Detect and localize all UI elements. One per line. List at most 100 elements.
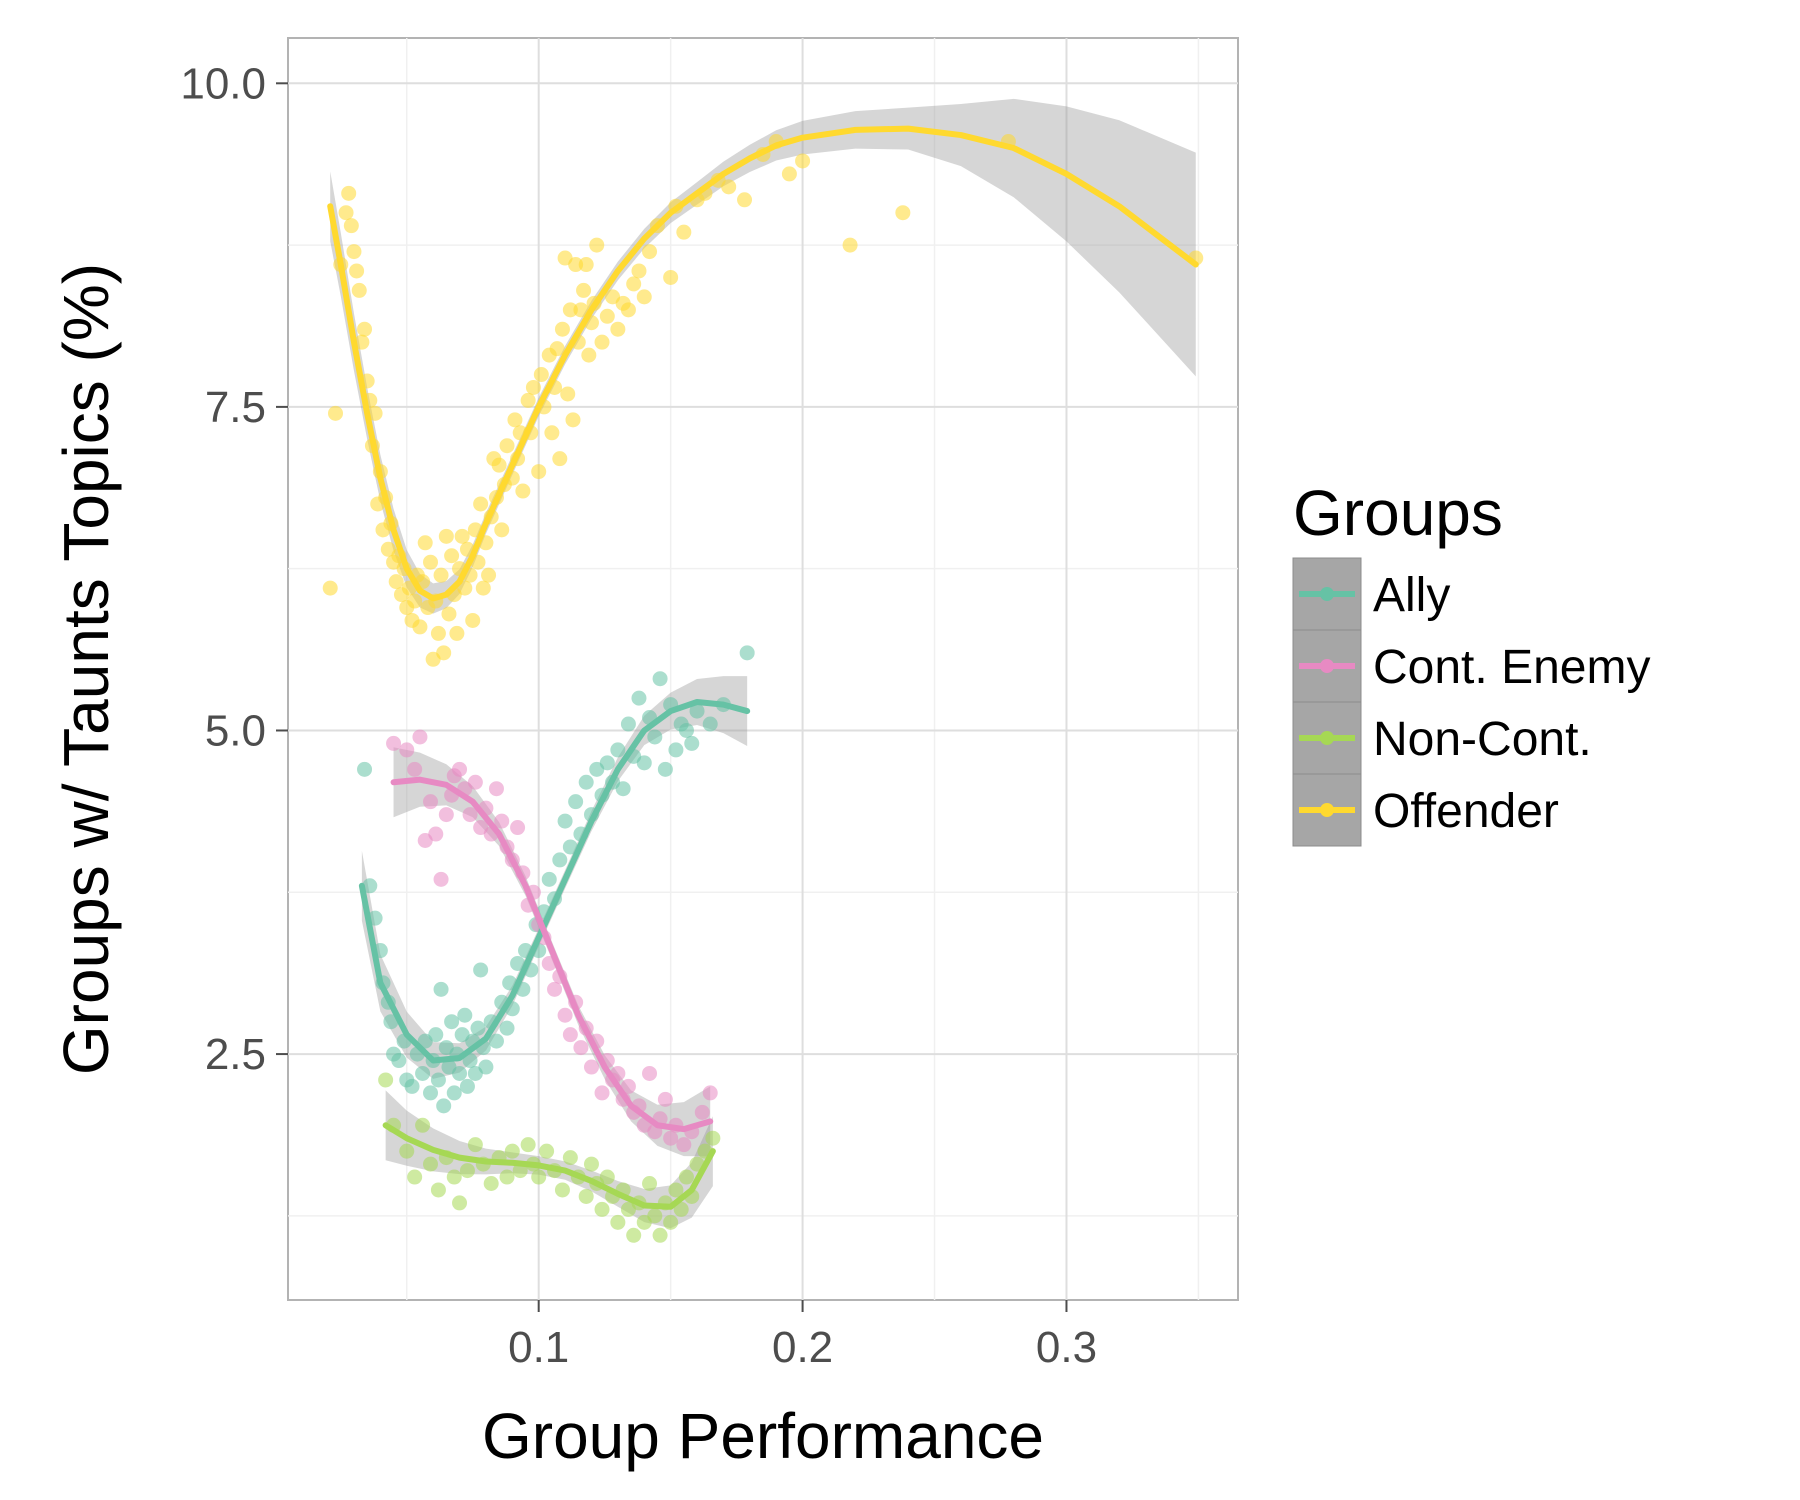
- point-Ally: [557, 813, 573, 829]
- ribbon-Non-Cont.: [385, 1090, 713, 1229]
- point-Offender: [430, 625, 446, 641]
- point-Cont. Enemy: [676, 1137, 692, 1153]
- legend-point-Non-Cont.: [1320, 731, 1334, 745]
- point-Cont. Enemy: [494, 813, 510, 829]
- point-Non-Cont.: [430, 1182, 446, 1198]
- point-Cont. Enemy: [642, 1065, 658, 1081]
- point-Ally: [578, 774, 594, 790]
- point-Non-Cont.: [452, 1195, 468, 1211]
- legend-point-Cont. Enemy: [1320, 659, 1334, 673]
- point-Offender: [721, 179, 737, 195]
- point-Ally: [433, 981, 449, 997]
- point-Ally: [562, 839, 578, 855]
- point-Ally: [391, 1053, 407, 1069]
- point-Offender: [578, 257, 594, 273]
- point-Offender: [349, 263, 365, 279]
- point-Non-Cont.: [520, 1137, 536, 1153]
- point-Cont. Enemy: [412, 729, 428, 745]
- point-Offender: [388, 574, 404, 590]
- point-Ally: [678, 722, 694, 738]
- point-Offender: [599, 308, 615, 324]
- y-tick-label: 10.0: [180, 59, 266, 108]
- point-Offender: [676, 224, 692, 240]
- y-tick-label: 5.0: [205, 706, 266, 755]
- point-Cont. Enemy: [557, 1007, 573, 1023]
- point-Offender: [367, 405, 383, 421]
- point-Offender: [494, 522, 510, 538]
- point-Cont. Enemy: [433, 871, 449, 887]
- point-Offender: [481, 567, 497, 583]
- point-Ally: [631, 690, 647, 706]
- point-Offender: [433, 567, 449, 583]
- x-axis-title: Group Performance: [482, 1400, 1044, 1472]
- y-axis-ticks: 2.5 5.0 7.5 10.0: [180, 59, 288, 1079]
- point-Offender: [842, 237, 858, 253]
- point-Ally: [383, 1014, 399, 1030]
- point-Cont. Enemy: [452, 761, 468, 777]
- point-Ally: [457, 1007, 473, 1023]
- point-Ally: [436, 1098, 452, 1114]
- point-Offender: [626, 276, 642, 292]
- point-Ally: [636, 755, 652, 771]
- point-Offender: [328, 405, 343, 421]
- point-Offender: [438, 528, 454, 544]
- point-Non-Cont.: [642, 1176, 658, 1192]
- point-Non-Cont.: [583, 1156, 599, 1172]
- point-Offender: [341, 185, 357, 201]
- point-Non-Cont.: [705, 1130, 721, 1146]
- point-Non-Cont.: [599, 1169, 615, 1185]
- point-Offender: [473, 496, 489, 512]
- point-Ally: [362, 878, 378, 894]
- point-Non-Cont.: [399, 1143, 415, 1159]
- point-Cont. Enemy: [467, 774, 483, 790]
- point-Non-Cont.: [578, 1188, 594, 1204]
- point-Ally: [657, 761, 673, 777]
- point-Offender: [549, 341, 565, 357]
- point-Offender: [620, 302, 636, 318]
- point-Ally: [478, 1059, 494, 1075]
- point-Offender: [354, 334, 370, 350]
- point-Offender: [322, 580, 338, 596]
- point-Ally: [357, 761, 373, 777]
- point-Cont. Enemy: [573, 1040, 589, 1056]
- point-Ally: [689, 703, 705, 719]
- fit-line-Cont. Enemy: [390, 776, 714, 1133]
- point-Offender: [795, 153, 811, 169]
- point-Cont. Enemy: [488, 781, 504, 797]
- point-Non-Cont.: [678, 1169, 694, 1185]
- point-Offender: [560, 386, 576, 402]
- point-Offender: [552, 451, 568, 467]
- point-Ally: [568, 794, 584, 810]
- point-Ally: [473, 962, 489, 978]
- point-Non-Cont.: [652, 1227, 668, 1243]
- point-Cont. Enemy: [594, 1085, 610, 1101]
- point-Offender: [562, 302, 578, 318]
- point-Ally: [470, 1020, 486, 1036]
- point-Non-Cont.: [668, 1182, 684, 1198]
- point-Ally: [415, 1065, 431, 1081]
- point-Non-Cont.: [378, 1072, 394, 1088]
- point-Offender: [407, 593, 423, 609]
- point-Ally: [668, 742, 684, 758]
- point-Ally: [552, 852, 568, 868]
- legend-point-Ally: [1320, 587, 1334, 601]
- point-Offender: [351, 282, 367, 298]
- point-Cont. Enemy: [399, 742, 415, 758]
- point-Ally: [684, 735, 700, 751]
- point-Ally: [404, 1078, 420, 1094]
- y-axis-title: Groups w/ Taunts Topics (%): [50, 263, 122, 1075]
- fit-line-Ally: [358, 699, 751, 1064]
- point-Cont. Enemy: [562, 1027, 578, 1043]
- point-Offender: [533, 367, 549, 383]
- point-Offender: [412, 619, 428, 635]
- point-Offender: [544, 425, 560, 441]
- point-Ally: [510, 955, 526, 971]
- point-Cont. Enemy: [423, 794, 438, 810]
- point-Non-Cont.: [467, 1137, 483, 1153]
- point-Offender: [520, 392, 536, 408]
- point-Offender: [642, 244, 658, 260]
- legend-title: Groups: [1293, 477, 1503, 549]
- legend-point-Offender: [1320, 803, 1334, 817]
- point-Ally: [488, 1033, 504, 1049]
